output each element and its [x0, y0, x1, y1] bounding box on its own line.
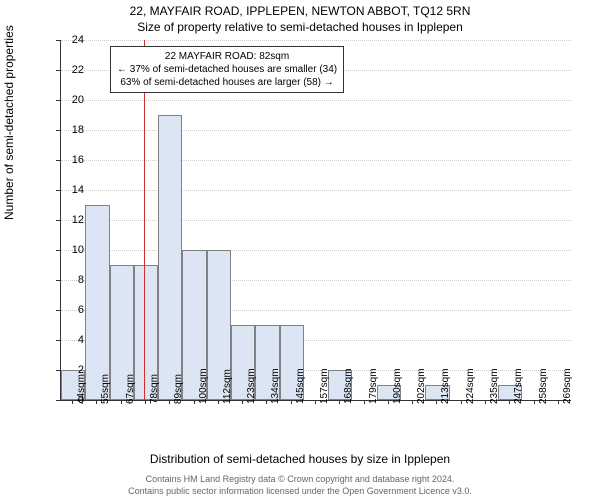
ytick-mark [56, 220, 60, 221]
ytick-mark [56, 340, 60, 341]
ytick-mark [56, 130, 60, 131]
xtick-label: 168sqm [343, 368, 354, 404]
xtick-label: 247sqm [513, 368, 524, 404]
y-axis-label: Number of semi-detached properties [2, 25, 16, 220]
ytick-mark [56, 160, 60, 161]
chart-title-sub: Size of property relative to semi-detach… [0, 20, 600, 34]
xtick-mark [315, 400, 316, 404]
xtick-label: 179sqm [368, 368, 379, 404]
xtick-mark [436, 400, 437, 404]
ytick-mark [56, 250, 60, 251]
annotation-box: 22 MAYFAIR ROAD: 82sqm← 37% of semi-deta… [110, 46, 344, 93]
histogram-bar [158, 115, 182, 400]
xtick-label: 258sqm [538, 368, 549, 404]
plot-area [60, 40, 571, 401]
property-marker-line [144, 40, 145, 400]
ytick-mark [56, 70, 60, 71]
xtick-label: 100sqm [198, 368, 209, 404]
ytick-mark [56, 310, 60, 311]
xtick-mark [218, 400, 219, 404]
xtick-mark [291, 400, 292, 404]
annotation-line: 63% of semi-detached houses are larger (… [117, 76, 337, 89]
xtick-mark [485, 400, 486, 404]
gridline [61, 40, 571, 41]
xtick-label: 55sqm [100, 374, 111, 404]
gridline [61, 130, 571, 131]
xtick-mark [72, 400, 73, 404]
xtick-mark [339, 400, 340, 404]
ytick-mark [56, 370, 60, 371]
xtick-label: 134sqm [270, 368, 281, 404]
xtick-mark [266, 400, 267, 404]
xtick-mark [558, 400, 559, 404]
histogram-bar [85, 205, 109, 400]
xtick-mark [412, 400, 413, 404]
xtick-label: 213sqm [440, 368, 451, 404]
xtick-label: 89sqm [173, 374, 184, 404]
xtick-mark [388, 400, 389, 404]
ytick-mark [56, 100, 60, 101]
xtick-label: 235sqm [489, 368, 500, 404]
gridline [61, 190, 571, 191]
xtick-mark [534, 400, 535, 404]
xtick-label: 112sqm [222, 369, 233, 404]
xtick-label: 78sqm [149, 374, 160, 404]
footer-copyright-2: Contains public sector information licen… [0, 486, 600, 496]
xtick-label: 157sqm [319, 368, 330, 404]
x-axis-label: Distribution of semi-detached houses by … [0, 452, 600, 466]
xtick-label: 202sqm [416, 368, 427, 404]
footer-copyright-1: Contains HM Land Registry data © Crown c… [0, 474, 600, 484]
xtick-mark [194, 400, 195, 404]
property-size-chart: 22, MAYFAIR ROAD, IPPLEPEN, NEWTON ABBOT… [0, 0, 600, 500]
xtick-label: 44sqm [76, 374, 87, 404]
annotation-line: ← 37% of semi-detached houses are smalle… [117, 63, 337, 76]
xtick-mark [461, 400, 462, 404]
ytick-mark [56, 400, 60, 401]
xtick-mark [364, 400, 365, 404]
gridline [61, 100, 571, 101]
xtick-label: 67sqm [125, 374, 136, 404]
xtick-mark [145, 400, 146, 404]
xtick-mark [121, 400, 122, 404]
xtick-label: 269sqm [562, 368, 573, 404]
ytick-mark [56, 40, 60, 41]
xtick-mark [169, 400, 170, 404]
xtick-label: 123sqm [246, 368, 257, 404]
ytick-mark [56, 280, 60, 281]
gridline [61, 220, 571, 221]
gridline [61, 160, 571, 161]
ytick-mark [56, 190, 60, 191]
xtick-mark [96, 400, 97, 404]
xtick-label: 145sqm [295, 368, 306, 404]
gridline [61, 250, 571, 251]
annotation-line: 22 MAYFAIR ROAD: 82sqm [117, 50, 337, 63]
xtick-mark [242, 400, 243, 404]
chart-title-main: 22, MAYFAIR ROAD, IPPLEPEN, NEWTON ABBOT… [0, 4, 600, 18]
xtick-label: 190sqm [392, 368, 403, 404]
xtick-label: 224sqm [465, 368, 476, 404]
xtick-mark [509, 400, 510, 404]
